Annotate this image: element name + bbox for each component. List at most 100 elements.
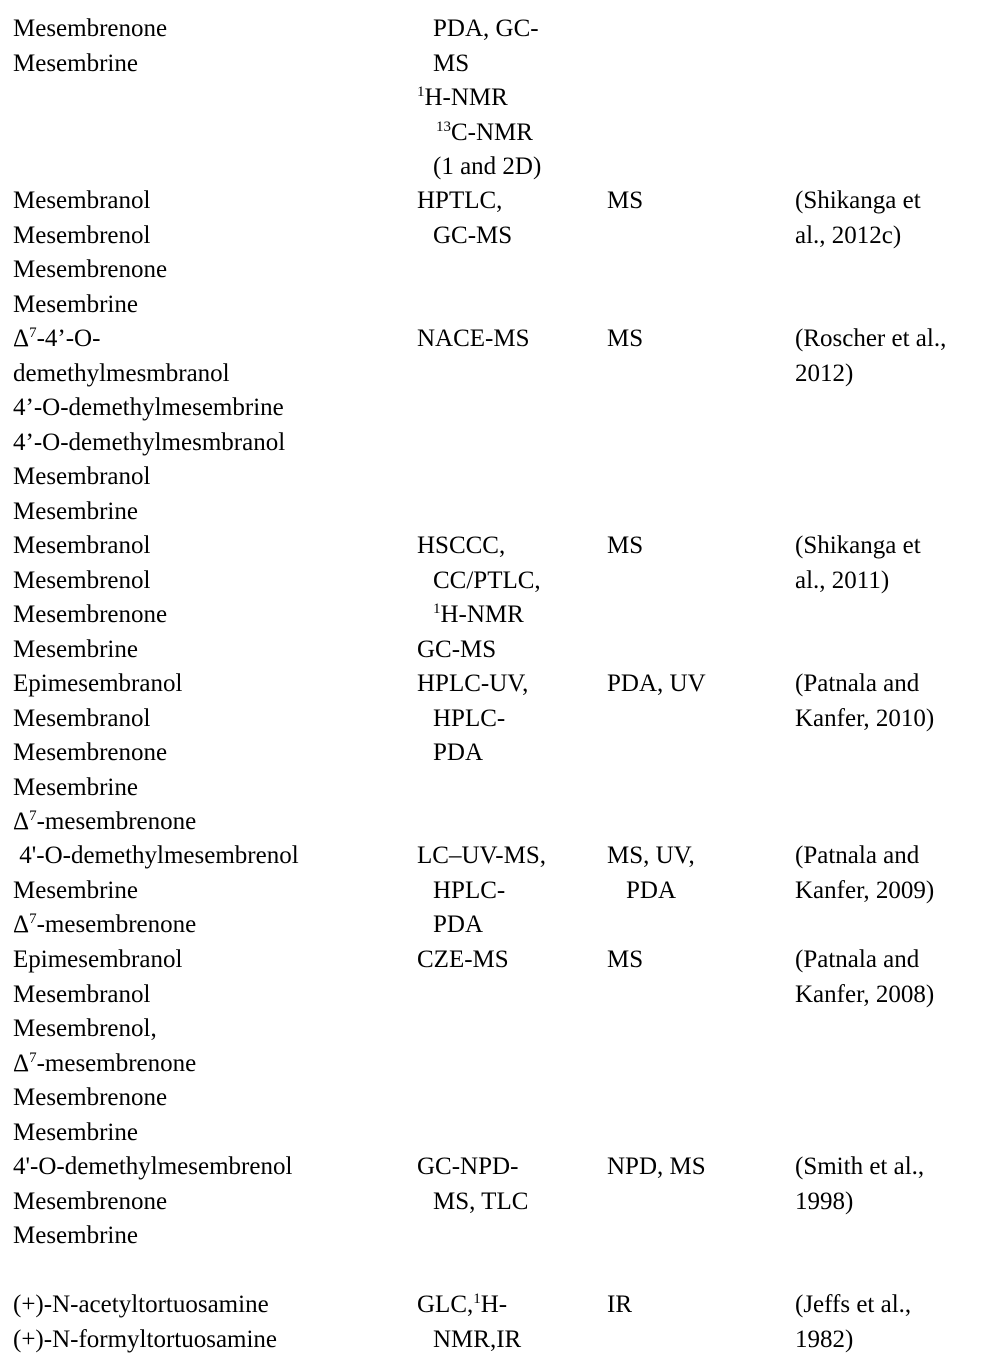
detection-line: MS	[607, 325, 644, 352]
reference-cell: (Roscher et al., 2012)	[795, 322, 946, 391]
reference-line: (Patnala and	[795, 670, 920, 697]
reference-cell: (Patnala and Kanfer, 2008)	[795, 943, 934, 1012]
compounds-cell: Mesembranol Mesembrenol Mesembrenone Mes…	[13, 184, 167, 322]
compound: 4'-O-demethylmesembrenol	[13, 842, 299, 869]
detection-cell: MS	[607, 529, 643, 564]
reference-line: (Patnala and	[795, 946, 920, 973]
compound: Mesembrenone	[13, 739, 168, 766]
compound: Mesembranol	[13, 980, 151, 1008]
method-line: GC-NPD-	[417, 1153, 519, 1180]
compounds-cell: 4'-O-demethylmesembrenol Mesembrine Δ7-m…	[13, 839, 299, 943]
method-line: MS	[433, 49, 470, 77]
reference-cell: (Shikanga et al., 2012c)	[795, 184, 921, 253]
reference-line: 2012)	[795, 359, 854, 387]
detection-cell: MS	[607, 184, 643, 219]
compound: Mesembrenol	[13, 221, 151, 249]
compound: 4’-O-demethylmesmbranol	[13, 428, 286, 456]
reference-line: 1998)	[795, 1187, 854, 1215]
compounds-cell: Epimesembranol Mesembranol Mesembrenol, …	[13, 943, 196, 1150]
compound: Mesembrine	[13, 1118, 138, 1146]
method-line: PDA, GC-	[433, 15, 539, 42]
compound: Mesembrenol,	[13, 1015, 157, 1042]
compound: Mesembrenone	[13, 1187, 168, 1215]
reference-cell: (Patnala and Kanfer, 2009)	[795, 839, 934, 908]
reference-cell: (Patnala and Kanfer, 2010)	[795, 667, 934, 736]
method-cell: GLC,1H- NMR,IR	[417, 1288, 521, 1357]
compound: Epimesembranol	[13, 670, 183, 697]
detection-cell: IR	[607, 1288, 632, 1323]
method-line: NMR,IR	[433, 1325, 522, 1353]
compound: Mesembrenone	[13, 1084, 168, 1111]
detection-cell: PDA, UV	[607, 667, 706, 702]
detection-cell: MS, UV, PDA	[607, 839, 695, 908]
method-line: 13C-NMR	[436, 118, 533, 146]
compound: Mesembranol	[13, 532, 151, 559]
compound: Δ7-mesembrenone	[13, 808, 197, 835]
detection-line: IR	[607, 1291, 632, 1318]
method-line: GLC,1H-	[417, 1291, 508, 1318]
method-cell: HPTLC, GC-MS	[417, 184, 512, 253]
compound: (+)-N-acetyltortuosamine	[13, 1291, 269, 1318]
reference-line: (Patnala and	[795, 842, 920, 869]
compound: 4'-O-demethylmesembrenol	[13, 1153, 293, 1180]
method-line: CC/PTLC,	[433, 566, 541, 594]
detection-line: NPD, MS	[607, 1153, 706, 1180]
method-cell: HSCCC, CC/PTLC, 1H-NMR GC-MS	[417, 529, 541, 667]
method-line: HSCCC,	[417, 532, 506, 559]
compound: Epimesembranol	[13, 946, 183, 973]
reference-line: Kanfer, 2010)	[795, 704, 935, 732]
compound: Mesembrine	[13, 497, 138, 525]
compound: Mesembrine	[13, 876, 138, 904]
compound: Mesembrine	[13, 773, 138, 801]
method-line: GC-MS	[433, 221, 513, 249]
reference-cell: (Smith et al., 1998)	[795, 1150, 924, 1219]
method-cell: GC-NPD- MS, TLC	[417, 1150, 528, 1219]
reference-line: Kanfer, 2008)	[795, 980, 935, 1008]
compound: Mesembranol	[13, 463, 151, 490]
method-line: 1H-NMR	[417, 84, 508, 111]
detection-line: PDA	[626, 876, 677, 904]
compound: Mesembrenone	[13, 256, 168, 283]
reference-line: (Shikanga et	[795, 532, 921, 559]
method-line: GC-MS	[417, 635, 497, 663]
compound: Mesembrine	[13, 1222, 138, 1249]
detection-line: PDA, UV	[607, 670, 706, 697]
compound: Mesembrenol	[13, 566, 151, 594]
compound: 4’-O-demethylmesembrine	[13, 394, 284, 421]
method-line: NACE-MS	[417, 325, 530, 352]
method-cell: HPLC-UV, HPLC- PDA	[417, 667, 528, 771]
method-line: PDA	[433, 739, 484, 766]
compound: Δ7-mesembrenone	[13, 1049, 197, 1077]
compounds-cell: Δ7-4’-O- demethylmesmbranol 4’-O-demethy…	[13, 322, 285, 529]
method-line: HPTLC,	[417, 187, 503, 214]
detection-line: MS, UV,	[607, 842, 695, 869]
compounds-cell: Mesembranol Mesembrenol Mesembrenone Mes…	[13, 529, 167, 667]
detection-cell: MS	[607, 322, 643, 357]
method-cell: PDA, GC- MS 1H-NMR 13C-NMR (1 and 2D)	[417, 12, 541, 185]
compound: Mesembrine	[13, 49, 138, 77]
method-line: CZE-MS	[417, 946, 509, 973]
compounds-cell: Mesembrenone Mesembrine	[13, 12, 167, 81]
reference-line: al., 2012c)	[795, 221, 902, 249]
detection-line: MS	[607, 532, 644, 559]
compounds-cell: (+)-N-acetyltortuosamine (+)-N-formyltor…	[13, 1288, 277, 1357]
compound: Mesembranol	[13, 704, 151, 732]
method-line: HPLC-UV,	[417, 670, 529, 697]
detection-cell: NPD, MS	[607, 1150, 706, 1185]
compound: Mesembrine	[13, 290, 138, 318]
compound: demethylmesmbranol	[13, 359, 230, 387]
detection-line: MS	[607, 187, 644, 214]
compounds-cell: 4'-O-demethylmesembrenol Mesembrenone Me…	[13, 1150, 292, 1254]
method-line: HPLC-	[433, 876, 506, 904]
detection-line: MS	[607, 946, 644, 973]
reference-line: (Roscher et al.,	[795, 325, 947, 352]
method-line: HPLC-	[433, 704, 506, 732]
reference-cell: (Shikanga et al., 2011)	[795, 529, 921, 598]
compound: Mesembranol	[13, 187, 151, 214]
method-line: (1 and 2D)	[433, 153, 542, 180]
method-line: MS, TLC	[433, 1187, 529, 1215]
reference-line: (Smith et al.,	[795, 1153, 925, 1180]
method-cell: NACE-MS	[417, 322, 530, 357]
method-line: 1H-NMR	[433, 601, 524, 628]
compound: Δ7-4’-O-	[13, 325, 101, 352]
